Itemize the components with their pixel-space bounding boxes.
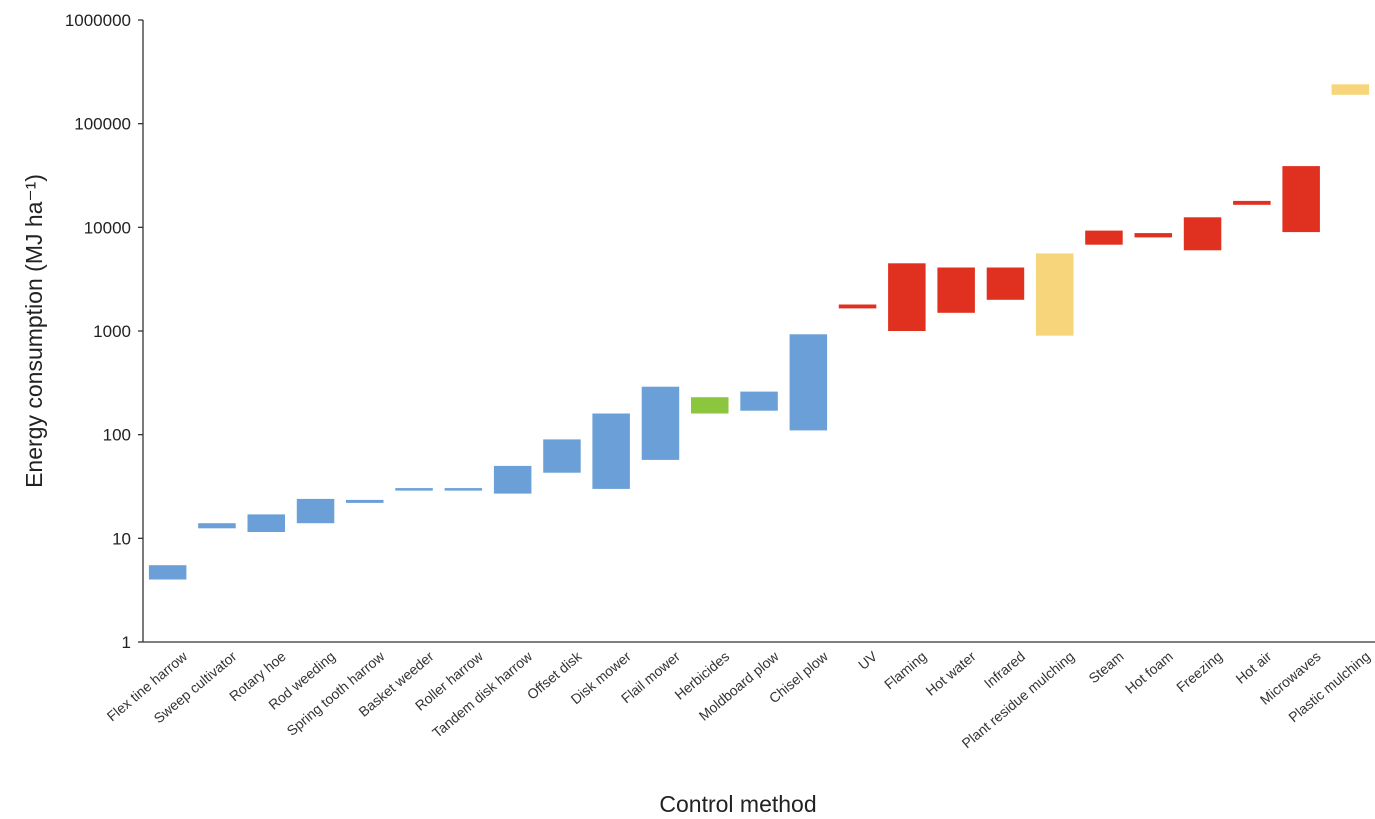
range-bar — [1331, 84, 1370, 95]
x-category-label: Steam — [1085, 648, 1126, 686]
range-bar — [592, 413, 630, 489]
y-tick-label: 1 — [122, 633, 131, 652]
y-axis: 1 10 100 1000 10000 100000 1000000 — [65, 11, 144, 652]
y-axis-title: Energy consumption (MJ ha⁻¹) — [21, 174, 47, 488]
y-tick-label: 1000 — [93, 322, 131, 341]
x-category-label: Hot water — [923, 648, 979, 699]
y-tick-label: 100000 — [74, 115, 131, 134]
y-tick-label: 100 — [103, 426, 131, 445]
range-bar — [444, 488, 483, 491]
range-bar — [1134, 233, 1172, 238]
range-bar — [740, 391, 778, 411]
range-bar — [543, 439, 581, 473]
y-tick-label: 1000000 — [65, 11, 131, 30]
range-bar — [1233, 200, 1271, 205]
range-bar — [641, 386, 680, 460]
x-category-label: UV — [855, 648, 881, 673]
range-bar — [493, 465, 532, 494]
range-bar — [691, 397, 729, 414]
range-bar — [986, 267, 1025, 300]
range-bar — [789, 334, 828, 431]
y-tick-label: 10 — [112, 529, 131, 548]
range-bar — [838, 304, 877, 309]
range-bar — [1085, 230, 1123, 245]
range-bar — [1036, 253, 1074, 336]
x-category-label: Flex tine harrow — [104, 647, 191, 724]
range-bar — [247, 514, 285, 532]
x-category-label: Hot air — [1233, 648, 1275, 687]
range-bar — [148, 565, 187, 580]
range-bar — [1282, 166, 1320, 233]
x-axis-title: Control method — [659, 791, 816, 817]
y-tick-label: 10000 — [84, 218, 131, 237]
x-category-label: Hot foam — [1122, 648, 1176, 697]
bars — [148, 84, 1370, 580]
range-bar — [1183, 217, 1222, 251]
range-bar — [198, 523, 236, 529]
range-bar — [395, 488, 433, 491]
range-bar — [937, 267, 975, 313]
x-category-label: Freezing — [1173, 648, 1225, 695]
x-category-label: Sweep cultivator — [151, 648, 240, 726]
range-bar — [346, 499, 384, 503]
range-bar — [296, 498, 335, 524]
range-bar — [888, 263, 926, 331]
x-category-label: Infrared — [981, 648, 1028, 691]
